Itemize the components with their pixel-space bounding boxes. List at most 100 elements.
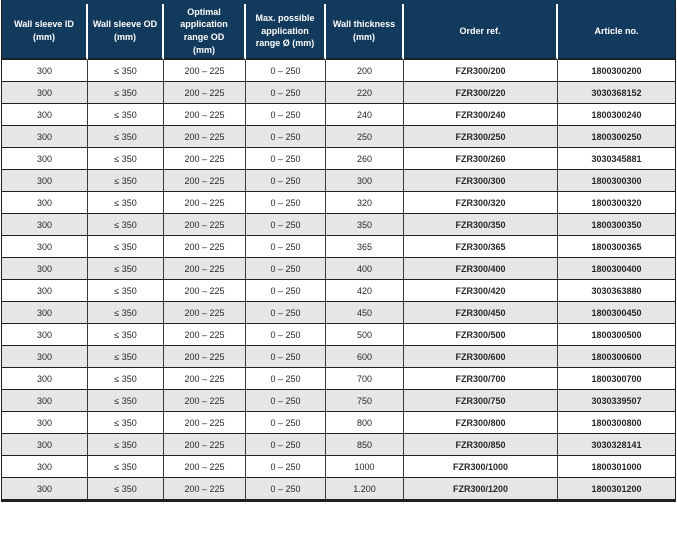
cell-wall-thickness: 700 [326,368,404,390]
cell-article-no: 1800300365 [558,236,675,258]
cell-wall-thickness: 750 [326,390,404,412]
cell-wall-thickness: 240 [326,104,404,126]
table-row: 300 ≤ 350 200 – 225 0 – 250 1.200 FZR300/1200… [2,478,675,500]
cell-article-no: 1800301000 [558,456,675,478]
cell-order-ref: FZR300/300 [404,170,558,192]
cell-article-no: 1800300400 [558,258,675,280]
cell-wall-sleeve-od: ≤ 350 [88,126,164,148]
cell-max-possible-application-range: 0 – 250 [246,236,326,258]
column-header-line: range Ø (mm) [255,38,315,49]
cell-article-no: 1800300350 [558,214,675,236]
cell-order-ref: FZR300/250 [404,126,558,148]
cell-order-ref: FZR300/240 [404,104,558,126]
table-row: 300 ≤ 350 200 – 225 0 – 250 700 FZR300/700 180… [2,368,675,390]
cell-optimal-application-range-od: 200 – 225 [164,236,246,258]
cell-article-no: 1800300700 [558,368,675,390]
cell-article-no: 3030368152 [558,82,675,104]
cell-wall-sleeve-id: 300 [2,478,88,500]
table-header: Wall sleeve ID (mm) Wall sleeve OD (mm) Opti… [2,4,675,60]
cell-optimal-application-range-od: 200 – 225 [164,148,246,170]
cell-wall-thickness: 1.200 [326,478,404,500]
cell-order-ref: FZR300/400 [404,258,558,280]
table-body: 300 ≤ 350 200 – 225 0 – 250 200 FZR300/200 180… [2,60,675,500]
cell-wall-thickness: 450 [326,302,404,324]
table-row: 300 ≤ 350 200 – 225 0 – 250 400 FZR300/400 180… [2,258,675,280]
cell-wall-sleeve-od: ≤ 350 [88,82,164,104]
cell-wall-sleeve-od: ≤ 350 [88,214,164,236]
column-header-line: (mm) [33,32,55,42]
table-row: 300 ≤ 350 200 – 225 0 – 250 350 FZR300/350 180… [2,214,675,236]
column-header-line: Order ref. [459,25,501,36]
table-row: 300 ≤ 350 200 – 225 0 – 250 450 FZR300/450 180… [2,302,675,324]
cell-article-no: 1800300300 [558,170,675,192]
cell-wall-sleeve-od: ≤ 350 [88,368,164,390]
cell-article-no: 1800300200 [558,60,675,82]
cell-wall-thickness: 300 [326,170,404,192]
cell-wall-thickness: 1000 [326,456,404,478]
column-header-wall-sleeve-od: Wall sleeve OD (mm) [88,4,164,60]
cell-order-ref: FZR300/700 [404,368,558,390]
cell-max-possible-application-range: 0 – 250 [246,434,326,456]
table-row: 300 ≤ 350 200 – 225 0 – 250 500 FZR300/500 180… [2,324,675,346]
cell-wall-sleeve-od: ≤ 350 [88,346,164,368]
cell-max-possible-application-range: 0 – 250 [246,82,326,104]
cell-optimal-application-range-od: 200 – 225 [164,60,246,82]
cell-wall-sleeve-od: ≤ 350 [88,258,164,280]
cell-wall-thickness: 260 [326,148,404,170]
cell-wall-sleeve-od: ≤ 350 [88,390,164,412]
cell-max-possible-application-range: 0 – 250 [246,148,326,170]
cell-order-ref: FZR300/450 [404,302,558,324]
cell-wall-sleeve-id: 300 [2,126,88,148]
cell-wall-sleeve-id: 300 [2,192,88,214]
cell-max-possible-application-range: 0 – 250 [246,324,326,346]
column-header-optimal-application-range-od: Optimal application range OD (mm) [164,4,246,60]
cell-article-no: 1800300450 [558,302,675,324]
cell-wall-sleeve-id: 300 [2,258,88,280]
cell-optimal-application-range-od: 200 – 225 [164,412,246,434]
cell-max-possible-application-range: 0 – 250 [246,280,326,302]
table-row: 300 ≤ 350 200 – 225 0 – 250 750 FZR300/750 303… [2,390,675,412]
cell-wall-sleeve-od: ≤ 350 [88,104,164,126]
cell-max-possible-application-range: 0 – 250 [246,192,326,214]
cell-order-ref: FZR300/750 [404,390,558,412]
cell-order-ref: FZR300/800 [404,412,558,434]
cell-optimal-application-range-od: 200 – 225 [164,324,246,346]
cell-order-ref: FZR300/600 [404,346,558,368]
cell-wall-thickness: 250 [326,126,404,148]
cell-optimal-application-range-od: 200 – 225 [164,346,246,368]
cell-wall-thickness: 350 [326,214,404,236]
cell-optimal-application-range-od: 200 – 225 [164,214,246,236]
cell-order-ref: FZR300/420 [404,280,558,302]
cell-wall-thickness: 420 [326,280,404,302]
cell-wall-sleeve-id: 300 [2,456,88,478]
cell-wall-sleeve-id: 300 [2,280,88,302]
cell-wall-sleeve-id: 300 [2,324,88,346]
cell-wall-sleeve-id: 300 [2,82,88,104]
cell-optimal-application-range-od: 200 – 225 [164,170,246,192]
cell-wall-sleeve-id: 300 [2,434,88,456]
cell-wall-sleeve-od: ≤ 350 [88,192,164,214]
column-header-line: application [261,25,309,36]
cell-max-possible-application-range: 0 – 250 [246,170,326,192]
cell-wall-sleeve-id: 300 [2,302,88,324]
cell-wall-sleeve-od: ≤ 350 [88,302,164,324]
cell-optimal-application-range-od: 200 – 225 [164,368,246,390]
cell-max-possible-application-range: 0 – 250 [246,412,326,434]
column-header-line: Article no. [594,25,639,36]
column-header-line: range OD [183,32,225,42]
table-row: 300 ≤ 350 200 – 225 0 – 250 260 FZR300/260 303… [2,148,675,170]
column-header-article-no: Article no. [558,4,675,60]
cell-max-possible-application-range: 0 – 250 [246,104,326,126]
cell-article-no: 1800300250 [558,126,675,148]
cell-wall-sleeve-od: ≤ 350 [88,236,164,258]
cell-optimal-application-range-od: 200 – 225 [164,456,246,478]
cell-order-ref: FZR300/1000 [404,456,558,478]
cell-order-ref: FZR300/350 [404,214,558,236]
cell-wall-thickness: 220 [326,82,404,104]
cell-article-no: 3030363880 [558,280,675,302]
cell-wall-sleeve-od: ≤ 350 [88,170,164,192]
cell-max-possible-application-range: 0 – 250 [246,214,326,236]
cell-order-ref: FZR300/500 [404,324,558,346]
column-header-line: Max. possible [255,13,315,24]
